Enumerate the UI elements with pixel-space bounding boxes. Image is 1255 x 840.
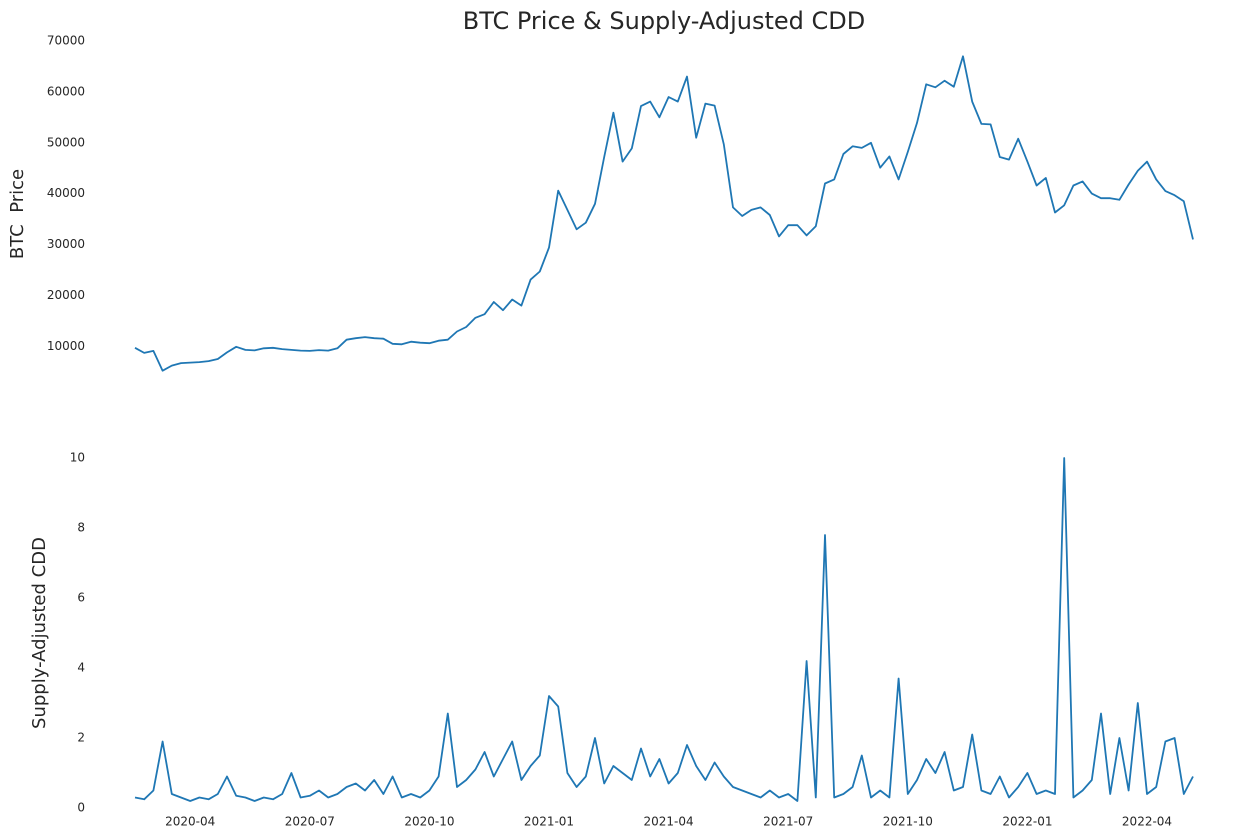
x-tick-label: 2020-10 (404, 815, 454, 829)
y-axis-label: Supply-Adjusted CDD (29, 537, 50, 729)
x-tick-label: 2020-07 (285, 815, 335, 829)
y-tick-label: 10 (70, 451, 85, 465)
x-tick-label: 2021-07 (763, 815, 813, 829)
price-line (134, 55, 1194, 372)
x-tick-label: 2021-01 (524, 815, 574, 829)
x-tick-label: 2021-04 (644, 815, 694, 829)
x-tick-label: 2022-01 (1002, 815, 1052, 829)
y-tick-label: 6 (77, 591, 85, 605)
x-tick-label: 2022-04 (1122, 815, 1172, 829)
y-tick-label: 70000 (47, 34, 85, 48)
chart-title: BTC Price & Supply-Adjusted CDD (463, 7, 866, 35)
y-tick-label: 8 (77, 521, 85, 535)
y-axis-label: BTC Price (7, 169, 28, 259)
y-tick-label: 40000 (47, 186, 85, 200)
price-line (134, 457, 1194, 802)
y-tick-label: 20000 (47, 288, 85, 302)
y-tick-label: 50000 (47, 135, 85, 149)
x-tick-label: 2021-10 (883, 815, 933, 829)
y-tick-label: 60000 (47, 84, 85, 98)
y-tick-label: 10000 (47, 339, 85, 353)
x-tick-label: 2020-04 (165, 815, 215, 829)
y-tick-label: 30000 (47, 237, 85, 251)
y-tick-label: 0 (77, 801, 85, 815)
y-tick-label: 4 (77, 661, 85, 675)
y-tick-label: 2 (77, 731, 85, 745)
